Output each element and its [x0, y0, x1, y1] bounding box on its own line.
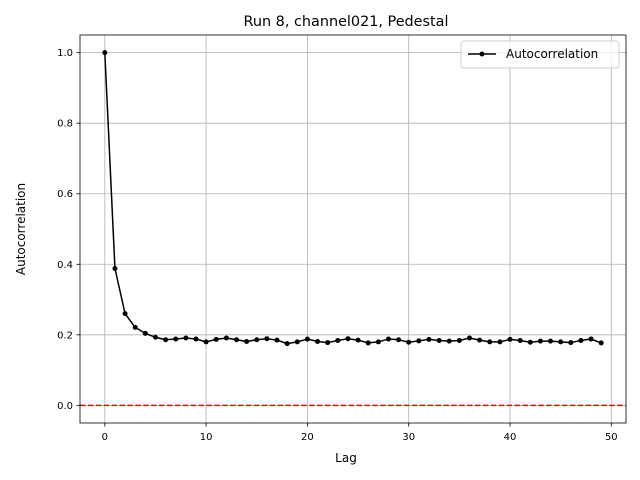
data-point-6	[163, 337, 169, 343]
y-axis-label: Autocorrelation	[14, 183, 28, 275]
data-point-27	[375, 339, 381, 345]
data-point-48	[588, 336, 594, 342]
legend-label: Autocorrelation	[506, 47, 598, 61]
data-point-40	[507, 336, 513, 342]
x-tick-label-5: 50	[605, 432, 618, 443]
tick-group: 0 10 20 30 40 50 0.0 0.2 0.4 0.6 0.8 1.0	[57, 48, 618, 443]
data-point-16	[264, 336, 270, 342]
data-point-7	[173, 336, 179, 342]
data-point-12	[223, 335, 229, 341]
data-point-39	[497, 339, 503, 345]
data-point-44	[548, 338, 554, 344]
data-point-11	[213, 336, 219, 342]
data-point-20	[304, 336, 310, 342]
x-tick-label-0: 0	[102, 432, 108, 443]
data-point-4	[142, 330, 148, 336]
legend-marker-sample	[479, 51, 485, 57]
x-tick-label-3: 30	[402, 432, 415, 443]
y-tick-label-1: 0.2	[57, 330, 73, 341]
data-point-10	[203, 339, 209, 345]
data-point-14	[244, 339, 250, 345]
data-point-38	[487, 339, 493, 345]
y-tick-label-4: 0.8	[57, 119, 73, 130]
data-point-5	[152, 334, 158, 340]
data-point-47	[578, 337, 584, 343]
data-point-3	[132, 324, 138, 330]
legend-box	[460, 40, 620, 69]
plot-frame	[79, 34, 627, 424]
y-tick-label-2: 0.4	[57, 260, 73, 271]
x-tick-label-2: 20	[301, 432, 314, 443]
data-point-22	[325, 340, 331, 346]
data-point-25	[355, 337, 361, 343]
data-point-23	[335, 337, 341, 343]
y-tick-label-3: 0.6	[57, 189, 73, 200]
data-point-2	[122, 311, 128, 317]
data-point-13	[234, 337, 240, 343]
data-point-15	[254, 337, 260, 343]
data-point-31	[416, 338, 422, 344]
data-point-21	[315, 339, 321, 345]
legend: Autocorrelation	[460, 40, 620, 69]
data-point-49	[598, 340, 604, 346]
x-tick-label-4: 40	[504, 432, 517, 443]
series-group	[102, 50, 604, 347]
data-point-32	[426, 336, 432, 342]
grid-lines	[80, 35, 626, 423]
data-point-33	[436, 337, 442, 343]
data-point-0	[102, 50, 108, 56]
x-axis-label: Lag	[335, 451, 357, 465]
data-point-26	[365, 340, 371, 346]
data-point-46	[568, 340, 574, 346]
data-point-29	[396, 337, 402, 343]
data-point-34	[446, 338, 452, 344]
data-point-1	[112, 266, 118, 272]
y-tick-label-5: 1.0	[57, 48, 73, 59]
data-point-43	[537, 338, 543, 344]
data-point-45	[558, 339, 564, 345]
data-point-19	[294, 339, 300, 345]
chart-title: Run 8, channel021, Pedestal	[244, 14, 449, 30]
data-point-36	[466, 335, 472, 341]
data-point-24	[345, 336, 351, 342]
series-line-0	[104, 52, 602, 345]
data-point-42	[527, 339, 533, 345]
data-point-30	[406, 339, 412, 345]
data-point-17	[274, 337, 280, 343]
data-point-8	[183, 335, 189, 341]
data-point-41	[517, 337, 523, 343]
data-point-18	[284, 341, 290, 347]
x-tick-label-1: 10	[200, 432, 213, 443]
y-tick-label-0: 0.0	[57, 401, 73, 412]
data-point-37	[477, 337, 483, 343]
data-point-9	[193, 336, 199, 342]
data-point-28	[385, 336, 391, 342]
data-point-35	[456, 337, 462, 343]
